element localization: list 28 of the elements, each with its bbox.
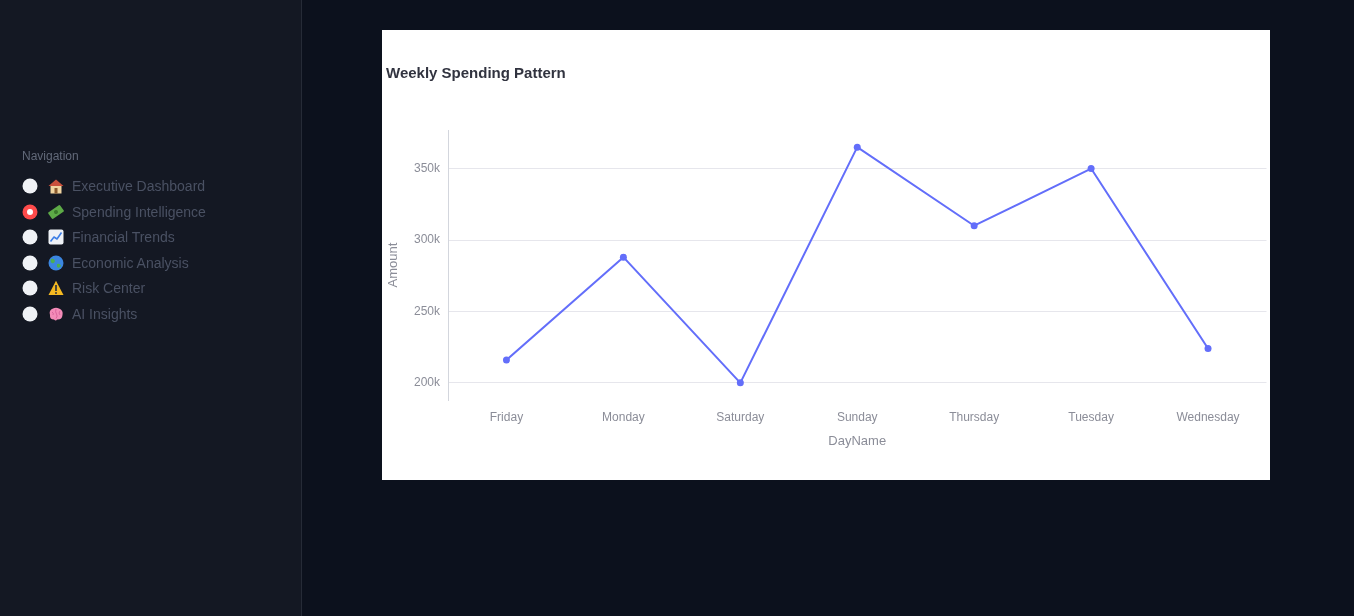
- text: Economic Analysis: [72, 253, 189, 272]
- point: [1087, 165, 1095, 173]
- text: Executive Dashboard: [72, 177, 206, 195]
- text: Risk Center: [72, 279, 146, 298]
- y-axis-title: Amount: [385, 242, 401, 288]
- text: Spending Intelligence: [72, 202, 206, 221]
- point: [970, 222, 978, 230]
- x-tick-label: Tuesday: [1068, 409, 1114, 424]
- point: [1204, 345, 1212, 353]
- point: [619, 253, 627, 261]
- y-tick-label: 300k: [413, 232, 441, 247]
- x-tick-label: Saturday: [716, 409, 765, 424]
- y-tick-label: 250k: [413, 303, 441, 318]
- y-tick-label: 200k: [413, 375, 441, 390]
- x-tick-label: Monday: [602, 409, 645, 424]
- y-tick-label: 350k: [413, 160, 441, 175]
- point: [853, 143, 861, 151]
- text: Navigation: [22, 148, 79, 164]
- text: AI Insights: [72, 305, 138, 323]
- x-tick-label: Thursday: [949, 409, 1000, 424]
- point: [502, 356, 510, 364]
- chart-title: Weekly Spending Pattern: [386, 64, 566, 82]
- point: [736, 379, 744, 387]
- x-tick-label: Wednesday: [1176, 409, 1240, 424]
- x-tick-label: Friday: [489, 409, 524, 424]
- x-tick-label: Sunday: [836, 409, 878, 424]
- x-axis-title: DayName: [828, 432, 887, 448]
- text: Financial Trends: [72, 228, 175, 247]
